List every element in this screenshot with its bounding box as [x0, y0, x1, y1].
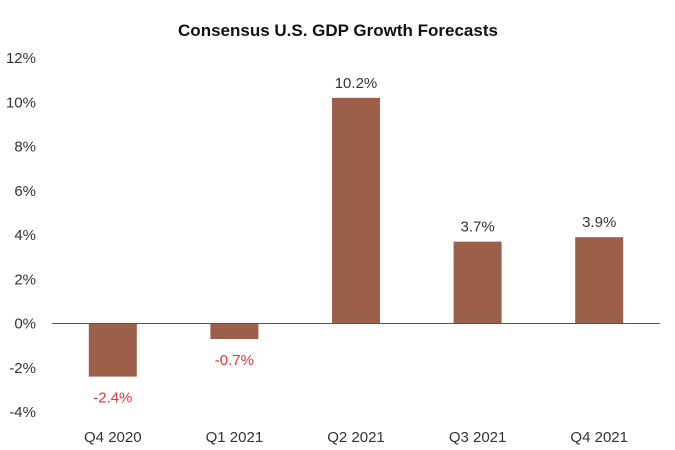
data-label: 10.2%: [335, 75, 378, 92]
bar-q2-2021: [332, 97, 380, 324]
y-tick-label: 12%: [6, 50, 36, 67]
y-tick-label: -4%: [9, 404, 36, 421]
bar-q4-2020: [88, 323, 137, 377]
y-tick-label: 2%: [14, 271, 36, 288]
data-label: -0.7%: [215, 352, 254, 369]
data-label: 3.9%: [582, 214, 616, 231]
x-tick-label: Q2 2021: [327, 429, 385, 446]
x-tick-label: Q4 2021: [570, 429, 628, 446]
y-tick-label: 6%: [14, 183, 36, 200]
y-tick-label: 10%: [6, 94, 36, 111]
y-tick-label: 0%: [14, 316, 36, 333]
data-labels: -2.4% -0.7% 10.2% 3.7% 3.9%: [93, 75, 616, 407]
y-tick-label: -2%: [9, 360, 36, 377]
data-label: 3.7%: [460, 219, 494, 236]
y-tick-label: 8%: [14, 139, 36, 156]
bars: [88, 97, 624, 377]
y-axis-ticks: 12% 10% 8% 6% 4% 2% 0% -2% -4%: [6, 50, 36, 421]
bar-q4-2021: [575, 237, 624, 324]
y-tick-label: 4%: [14, 227, 36, 244]
data-label: -2.4%: [93, 390, 132, 407]
chart-title: Consensus U.S. GDP Growth Forecasts: [178, 21, 498, 40]
x-tick-label: Q4 2020: [84, 429, 142, 446]
bar-q3-2021: [453, 241, 502, 324]
bar-q1-2021: [210, 323, 259, 339]
x-tick-label: Q3 2021: [449, 429, 507, 446]
x-axis-ticks: Q4 2020 Q1 2021 Q2 2021 Q3 2021 Q4 2021: [84, 429, 628, 446]
x-tick-label: Q1 2021: [206, 429, 264, 446]
